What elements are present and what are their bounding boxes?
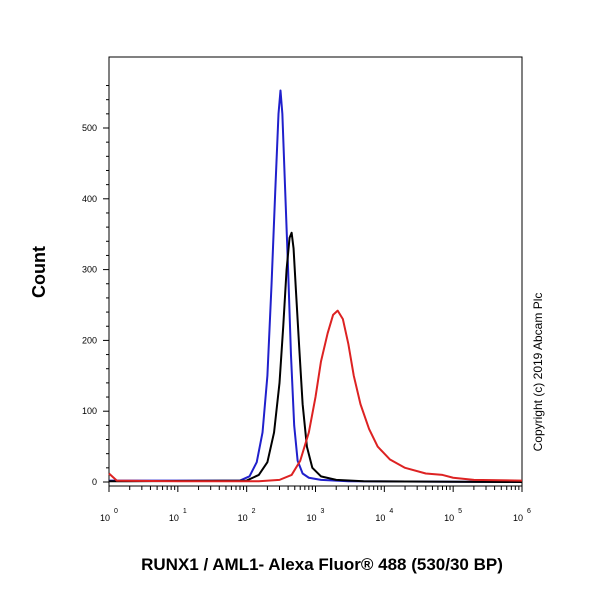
x-tick-label: 10 [513,513,523,523]
x-tick-exponent: 1 [183,508,187,515]
x-tick-exponent: 3 [321,508,325,515]
x-tick-exponent: 4 [389,508,393,515]
x-tick-exponent: 6 [527,508,531,515]
y-axis-label: Count [29,246,49,298]
y-tick-label: 200 [82,335,97,345]
x-tick-exponent: 2 [252,508,256,515]
y-tick-label: 0 [92,477,97,487]
series-layer [108,89,523,483]
plot-frame [108,56,523,487]
series-line-1 [109,89,523,483]
x-tick-label: 10 [100,513,110,523]
y-tick-label: 400 [82,194,97,204]
y-tick-label: 100 [82,406,97,416]
x-tick-exponent: 0 [114,508,118,515]
x-tick-label: 10 [169,513,179,523]
x-tick-label: 10 [444,513,454,523]
y-tick-label: 300 [82,265,97,275]
x-tick-label: 10 [238,513,248,523]
x-tick-exponent: 5 [458,508,462,515]
series-line-3 [108,309,523,483]
x-axis-label: RUNX1 / AML1- Alexa Fluor® 488 (530/30 B… [141,555,503,574]
x-tick-label: 10 [375,513,385,523]
copyright-notice: Copyright (c) 2019 Abcam Plc [531,293,545,452]
y-ticks: 0 100 200 300 400 500 [82,85,109,487]
x-tick-label: 10 [306,513,316,523]
x-ticks: 10 0 10 1 10 2 10 3 10 4 10 5 10 6 [100,486,531,523]
series-line-2 [108,231,523,483]
y-tick-label: 500 [82,123,97,133]
